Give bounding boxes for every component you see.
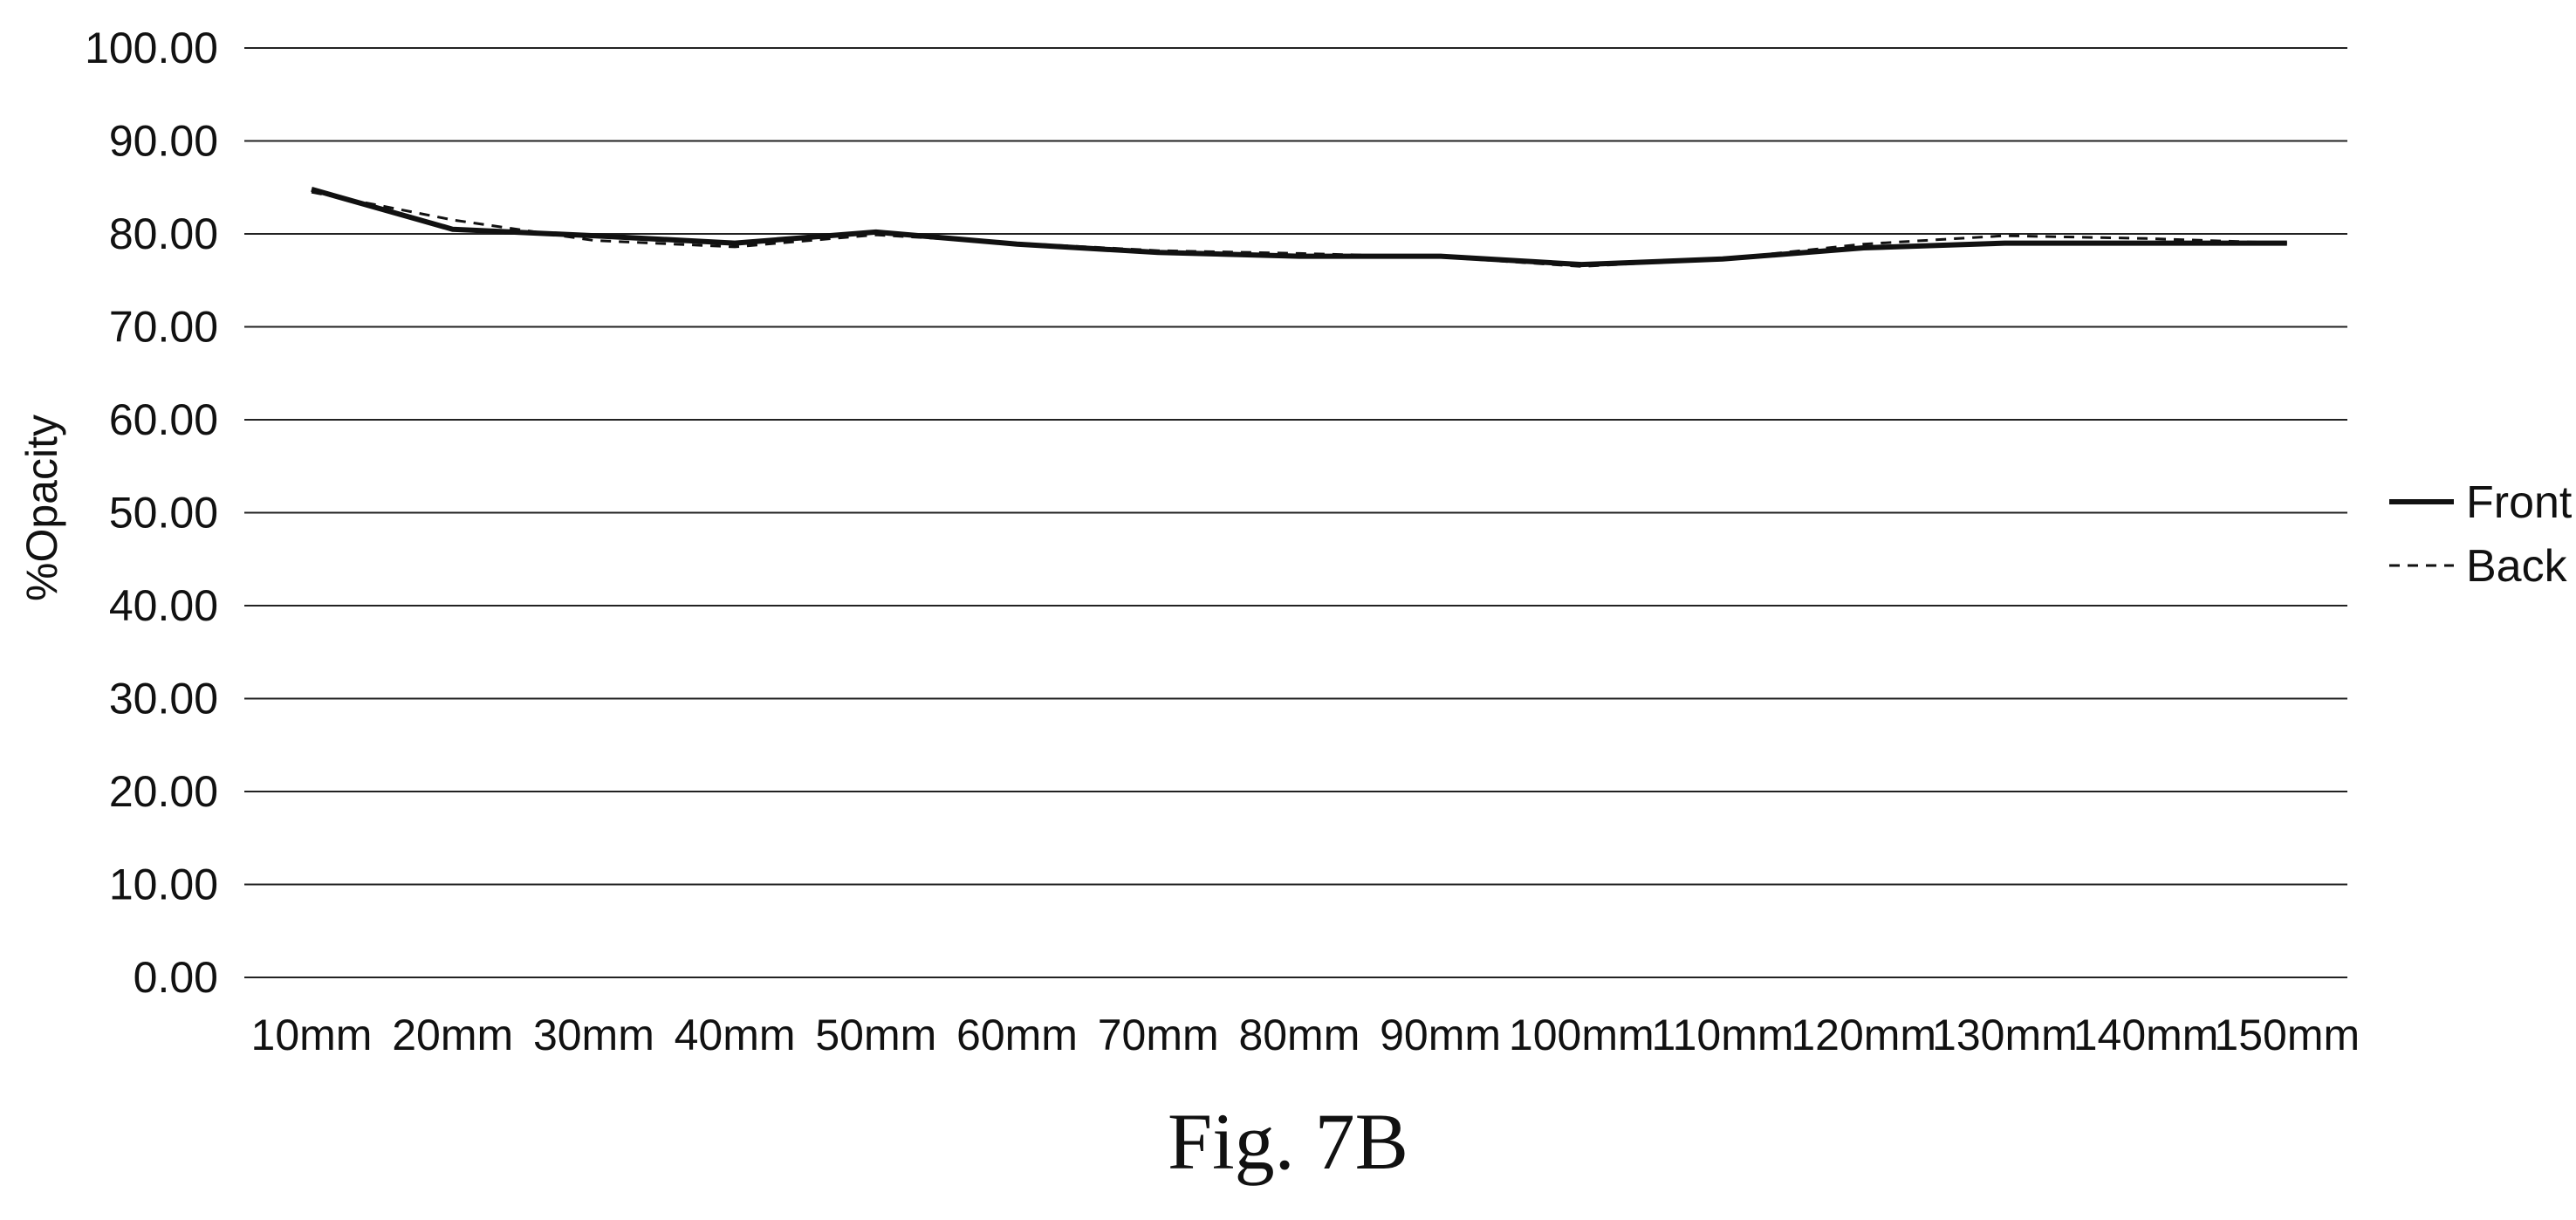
x-tick-label: 140mm [2073, 1011, 2219, 1059]
x-tick-label: 120mm [1791, 1011, 1936, 1059]
y-tick-label: 50.00 [109, 489, 218, 538]
y-tick-label: 60.00 [109, 395, 218, 444]
x-tick-label: 70mm [1098, 1011, 1219, 1059]
x-tick-label: 150mm [2214, 1011, 2360, 1059]
x-tick-label: 90mm [1380, 1011, 1501, 1059]
x-tick-label: 110mm [1651, 1011, 1793, 1059]
y-tick-label: 40.00 [109, 581, 218, 630]
x-tick-label: 130mm [1932, 1011, 2078, 1059]
y-tick-label: 10.00 [109, 860, 218, 909]
x-tick-label: 20mm [392, 1011, 513, 1059]
x-tick-label: 60mm [956, 1011, 1078, 1059]
series-line-front [311, 187, 2287, 268]
x-tick-label: 50mm [815, 1011, 936, 1059]
legend-label-back: Back [2466, 541, 2568, 592]
series-lines [311, 187, 2287, 268]
x-tick-label: 10mm [251, 1011, 373, 1059]
gridlines [244, 47, 2347, 978]
figure-caption: Fig. 7B [1167, 1097, 1409, 1186]
y-tick-label: 0.00 [134, 953, 218, 1002]
legend-label-front: Front [2466, 477, 2573, 528]
y-tick-label: 20.00 [109, 767, 218, 816]
y-tick-label: 70.00 [109, 303, 218, 352]
y-tick-label: 80.00 [109, 209, 218, 258]
series-line-back [311, 190, 2287, 268]
y-axis-ticks: 0.00 10.00 20.00 30.00 40.00 50.00 60.00 70.00 8… [85, 24, 218, 1002]
x-tick-label: 80mm [1238, 1011, 1360, 1059]
y-tick-label: 90.00 [109, 117, 218, 166]
legend: Front Back [2389, 477, 2573, 592]
y-axis-label: %Opacity [17, 415, 66, 601]
y-tick-label: 30.00 [109, 675, 218, 723]
y-tick-label: 100.00 [85, 24, 218, 72]
x-tick-label: 100mm [1509, 1011, 1655, 1059]
x-axis-ticks: 10mm 20mm 30mm 40mm 50mm 60mm 70mm 80mm 90mm 100m… [251, 1011, 2360, 1059]
x-tick-label: 30mm [533, 1011, 654, 1059]
x-tick-label: 40mm [675, 1011, 796, 1059]
